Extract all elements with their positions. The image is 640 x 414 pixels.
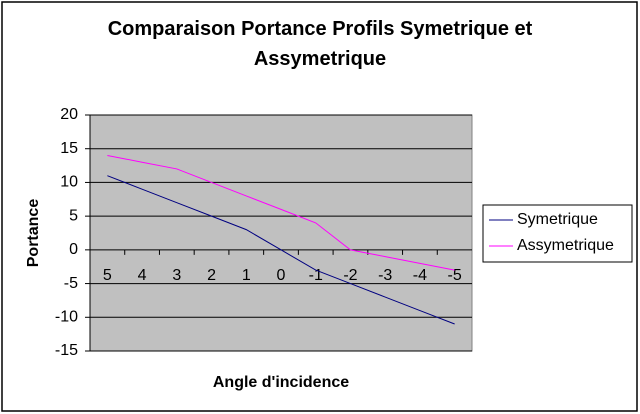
- x-tick-label: 1: [242, 267, 251, 284]
- y-axis-label: Portance: [25, 199, 42, 268]
- y-tick-label: 20: [60, 106, 78, 123]
- line-series: [107, 154, 455, 271]
- x-tick-label: 3: [172, 267, 181, 284]
- y-tick-label: -10: [55, 309, 78, 326]
- x-tick-label: 2: [207, 267, 216, 284]
- y-tick-label: 10: [60, 174, 78, 191]
- legend-label: Assymetrique: [517, 237, 614, 254]
- legend-label: Symetrique: [517, 211, 598, 228]
- x-axis-label: Angle d'incidence: [213, 374, 349, 391]
- line-series: [107, 175, 455, 325]
- y-tick-label: 0: [69, 241, 78, 258]
- x-tick-label: -3: [378, 267, 392, 284]
- x-tick-label: 4: [138, 267, 147, 284]
- y-tick-label: -5: [64, 275, 78, 292]
- x-tick-label: -4: [413, 267, 427, 284]
- x-tick-label: 5: [103, 267, 112, 284]
- y-tick-label: -15: [55, 342, 78, 359]
- y-tick-label: 5: [69, 207, 78, 224]
- plot-area: [89, 114, 473, 352]
- chart-title: Comparaison Portance Profils Symetrique …: [107, 18, 533, 70]
- legend-box: [482, 204, 633, 263]
- x-tick-label: 0: [277, 267, 286, 284]
- y-tick-label: 15: [60, 140, 78, 157]
- x-tick-label: -5: [448, 267, 462, 284]
- x-tick-label: -2: [343, 267, 357, 284]
